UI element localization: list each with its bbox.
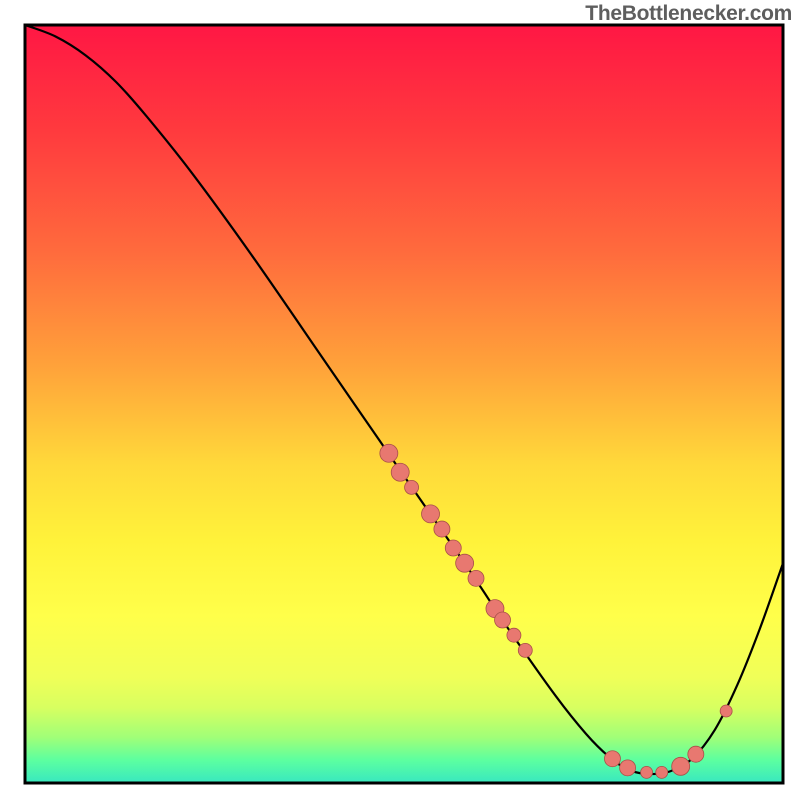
data-marker: [422, 505, 440, 523]
data-marker: [380, 444, 398, 462]
data-marker: [434, 521, 450, 537]
data-marker: [391, 463, 409, 481]
data-marker: [620, 760, 636, 776]
data-marker: [688, 746, 704, 762]
data-marker: [445, 540, 461, 556]
data-marker: [656, 766, 668, 778]
bottleneck-chart: [0, 0, 800, 800]
data-marker: [641, 766, 653, 778]
watermark-label: TheBottlenecker.com: [585, 2, 792, 26]
data-marker: [720, 705, 732, 717]
data-marker: [518, 643, 532, 657]
plot-background: [25, 25, 783, 783]
data-marker: [507, 628, 521, 642]
data-marker: [468, 570, 484, 586]
data-marker: [672, 757, 690, 775]
data-marker: [456, 554, 474, 572]
chart-container: TheBottlenecker.com: [0, 0, 800, 800]
data-marker: [405, 480, 419, 494]
data-marker: [604, 751, 620, 767]
data-marker: [495, 612, 511, 628]
plot-area: [25, 25, 783, 783]
